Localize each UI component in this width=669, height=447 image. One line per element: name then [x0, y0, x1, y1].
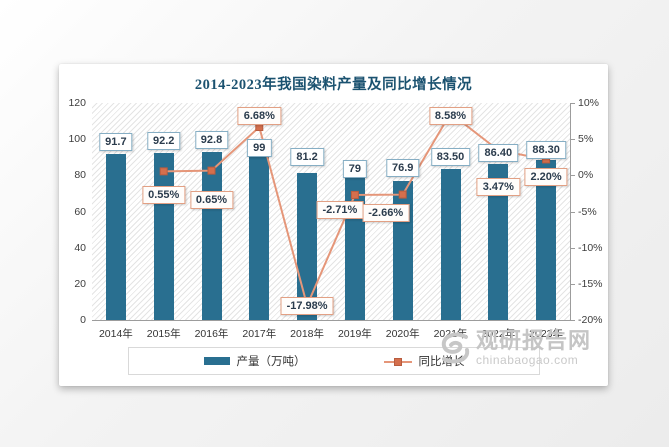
growth-value-label: -2.66%: [362, 204, 410, 222]
bar-2023年: [536, 160, 557, 320]
left-axis-tick: 120: [68, 97, 86, 109]
legend-label-production: 产量（万吨）: [236, 356, 306, 368]
chart-legend: 产量（万吨） 同比增长: [128, 347, 540, 375]
legend-item-production: 产量（万吨）: [203, 353, 306, 369]
chart-card: 2014-2023年我国染料产量及同比增长情况 产量（万吨） 同比增长 120 1…: [59, 64, 608, 386]
line-marker: [398, 190, 407, 199]
right-axis-line: [570, 103, 571, 320]
right-axis-tick: 0%: [578, 169, 594, 182]
watermark-swirl-logo: [441, 332, 470, 364]
x-axis-category: 2017年: [242, 328, 277, 340]
right-axis-tickmark: [570, 211, 575, 213]
left-axis-tick: 40: [74, 241, 86, 254]
growth-value-label: 3.47%: [476, 178, 520, 196]
bar-swatch-icon: [203, 357, 230, 365]
right-axis-tickmark: [570, 139, 575, 141]
line-marker: [350, 190, 359, 199]
x-axis-category: 2019年: [337, 328, 372, 340]
right-axis-tick: -10%: [578, 241, 603, 254]
bar-value-label: 99: [247, 139, 272, 157]
growth-value-label: -17.98%: [280, 297, 334, 315]
bar-value-label: 76.9: [385, 159, 420, 177]
x-axis-category: 2018年: [290, 328, 325, 340]
line-swatch-icon: [383, 357, 412, 366]
chart-title: 2014-2023年我国染料产量及同比增长情况: [194, 77, 473, 93]
line-marker: [159, 167, 168, 176]
bar-value-label: 79: [342, 160, 368, 178]
bar-value-label: 92.8: [194, 131, 229, 149]
x-axis-category: 2015年: [146, 328, 181, 340]
bar-value-label: 83.50: [430, 148, 471, 166]
growth-value-label: 2.20%: [524, 168, 568, 186]
left-axis-tick: 60: [74, 205, 86, 218]
legend-item-growth: 同比增长: [383, 353, 465, 369]
growth-value-label: 6.68%: [237, 107, 281, 125]
watermark-site-url: chinabaogao.com: [476, 353, 579, 367]
x-axis-line: [92, 320, 575, 321]
growth-value-label: -2.71%: [316, 201, 364, 219]
bar-value-label: 91.7: [99, 133, 133, 151]
growth-value-label: 0.55%: [142, 186, 186, 204]
growth-value-label: 8.58%: [428, 107, 473, 125]
line-marker: [207, 166, 216, 175]
right-axis-tickmark: [570, 175, 575, 177]
x-axis-category: 2020年: [385, 328, 420, 340]
right-axis-tick: -15%: [578, 277, 603, 290]
left-axis-tick: 0: [80, 314, 86, 326]
right-axis-tickmark: [570, 283, 575, 285]
watermark-site-name: 观研报告网: [476, 328, 592, 353]
growth-value-label: 0.65%: [189, 191, 234, 209]
x-axis-category: 2014年: [98, 328, 133, 340]
right-axis-tickmark: [570, 103, 575, 104]
right-axis-tickmark: [570, 247, 575, 249]
bar-2014年: [105, 154, 126, 320]
right-axis-tick: 5%: [578, 133, 594, 146]
bar-2021年: [440, 169, 461, 320]
bar-2022年: [488, 163, 509, 320]
left-axis-tick: 100: [68, 133, 86, 146]
left-axis-tick: 20: [74, 277, 86, 290]
right-axis-tick: 10%: [578, 97, 600, 109]
bar-value-label: 81.2: [290, 148, 324, 166]
bar-value-label: 88.30: [526, 141, 566, 159]
x-axis-category: 2022年: [481, 328, 516, 340]
x-axis-category: 2023年: [529, 328, 564, 340]
left-axis-tick: 80: [74, 169, 86, 182]
bar-value-label: 92.2: [146, 132, 181, 150]
right-axis-tick: -5%: [578, 205, 597, 218]
bar-2017年: [249, 140, 270, 320]
right-axis-tick: -20%: [578, 314, 603, 326]
x-axis-category: 2016年: [194, 328, 229, 340]
watermark: 观研报告网 chinabaogao.com: [436, 329, 616, 381]
bar-value-label: 86.40: [478, 144, 519, 162]
legend-label-growth: 同比增长: [418, 356, 465, 368]
